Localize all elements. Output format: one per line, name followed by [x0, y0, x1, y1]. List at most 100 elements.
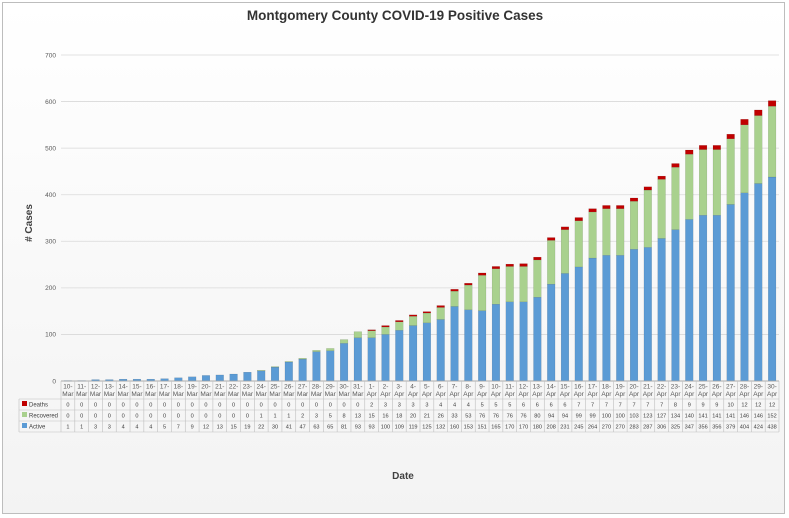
x-tick-day: 13- [105, 384, 114, 391]
table-cell-deaths: 0 [232, 403, 235, 409]
x-tick-day: 31- [353, 384, 362, 391]
bar-recovered-7-Apr [450, 290, 459, 307]
table-cell-deaths: 6 [563, 403, 566, 409]
table-cell-active: 93 [355, 425, 361, 431]
x-tick-month: Apr [767, 391, 778, 398]
table-cell-deaths: 0 [218, 403, 221, 409]
table-cell-recovered: 99 [589, 414, 595, 420]
table-cell-deaths: 12 [769, 403, 775, 409]
table-cell-active: 132 [436, 425, 445, 431]
table-cell-deaths: 10 [728, 403, 734, 409]
x-tick-label: 25-Apr [698, 384, 709, 399]
x-tick-label: 12-Mar [90, 384, 102, 399]
table-cell-recovered: 127 [657, 414, 666, 420]
table-cell-recovered: 141 [712, 414, 721, 420]
table-cell-recovered: 16 [382, 414, 388, 420]
y-axis-title: # Cases [24, 204, 35, 242]
bar-deaths-30-Apr [768, 100, 777, 107]
table-cell-active: 125 [422, 425, 431, 431]
legend-key-deaths [22, 401, 27, 406]
table-cell-active: 264 [588, 425, 597, 431]
bar-active-11-Apr [505, 301, 514, 382]
bar-active-25-Mar [271, 366, 280, 382]
bar-active-1-Apr [367, 337, 376, 382]
x-tick-label: 19-Apr [615, 384, 626, 399]
table-cell-recovered: 76 [520, 414, 526, 420]
bar-active-18-Mar [174, 377, 183, 382]
x-tick-day: 18- [174, 384, 183, 391]
table-cell-active: 170 [505, 425, 514, 431]
bar-active-27-Mar [298, 358, 307, 382]
table-cell-deaths: 6 [536, 403, 539, 409]
table-cell-active: 5 [163, 425, 166, 431]
x-tick-month: Apr [477, 391, 488, 398]
table-cell-deaths: 7 [646, 403, 649, 409]
bar-active-16-Apr [574, 266, 583, 382]
x-tick-label: 12-Apr [518, 384, 529, 399]
legend-label-active: Active [29, 425, 46, 431]
x-tick-label: 27-Mar [297, 384, 309, 399]
bar-recovered-29-Mar [326, 348, 335, 351]
bar-recovered-5-Apr [422, 312, 431, 323]
bar-deaths-13-Apr [533, 256, 542, 261]
table-cell-recovered: 76 [479, 414, 485, 420]
table-cell-deaths: 0 [191, 403, 194, 409]
x-tick-day: 25- [270, 384, 279, 391]
table-cell-recovered: 1 [273, 414, 276, 420]
table-cell-active: 63 [313, 425, 319, 431]
bar-active-26-Mar [284, 361, 293, 382]
x-tick-month: Mar [76, 391, 88, 398]
table-cell-recovered: 0 [177, 414, 180, 420]
x-tick-label: 28-Apr [739, 384, 750, 399]
bar-deaths-25-Apr [699, 145, 708, 150]
x-tick-day: 29- [326, 384, 335, 391]
bar-deaths-20-Apr [630, 197, 639, 202]
x-tick-label: 24-Mar [256, 384, 268, 399]
x-tick-label: 26-Mar [283, 384, 295, 399]
x-tick-day: 28- [312, 384, 321, 391]
x-tick-label: 17-Mar [159, 384, 171, 399]
bar-deaths-7-Apr [450, 289, 459, 292]
x-tick-day: 20- [201, 384, 210, 391]
x-tick-month: Apr [574, 391, 585, 398]
x-tick-label: 21-Apr [643, 384, 654, 399]
table-cell-recovered: 134 [671, 414, 680, 420]
table-cell-active: 438 [767, 425, 776, 431]
x-tick-month: Apr [657, 391, 668, 398]
x-tick-label: 14-Apr [546, 384, 557, 399]
y-tick-label: 300 [45, 239, 56, 246]
x-tick-day: 1- [369, 384, 375, 391]
x-tick-month: Apr [712, 391, 723, 398]
x-tick-month: Mar [325, 391, 337, 398]
table-cell-deaths: 7 [660, 403, 663, 409]
y-tick-label: 700 [45, 52, 56, 59]
x-tick-month: Apr [560, 391, 571, 398]
table-cell-active: 160 [450, 425, 459, 431]
x-tick-day: 6- [438, 384, 444, 391]
y-axis-ticks: 0 100 200 300 400 500 600 700 [45, 52, 56, 385]
bar-deaths-24-Apr [685, 149, 694, 155]
x-tick-label: 19-Mar [187, 384, 199, 399]
table-cell-recovered: 21 [424, 414, 430, 420]
x-tick-day: 15- [560, 384, 569, 391]
x-tick-label: 20-Apr [629, 384, 640, 399]
bar-active-28-Mar [312, 351, 321, 382]
bar-active-24-Mar [257, 370, 266, 382]
table-cell-active: 4 [135, 425, 138, 431]
table-cell-active: 109 [395, 425, 404, 431]
bar-recovered-24-Mar [257, 370, 266, 372]
x-tick-month: Mar [62, 391, 74, 398]
table-cell-active: 1 [80, 425, 83, 431]
table-cell-deaths: 0 [177, 403, 180, 409]
x-tick-month: Apr [629, 391, 640, 398]
y-tick-label: 200 [45, 285, 56, 292]
x-tick-month: Mar [242, 391, 254, 398]
table-cell-deaths: 12 [755, 403, 761, 409]
x-tick-day: 27- [726, 384, 735, 391]
table-cell-deaths: 5 [494, 403, 497, 409]
x-tick-month: Apr [546, 391, 557, 398]
bar-deaths-5-Apr [422, 311, 431, 314]
x-tick-day: 16- [146, 384, 155, 391]
table-cell-recovered: 1 [287, 414, 290, 420]
